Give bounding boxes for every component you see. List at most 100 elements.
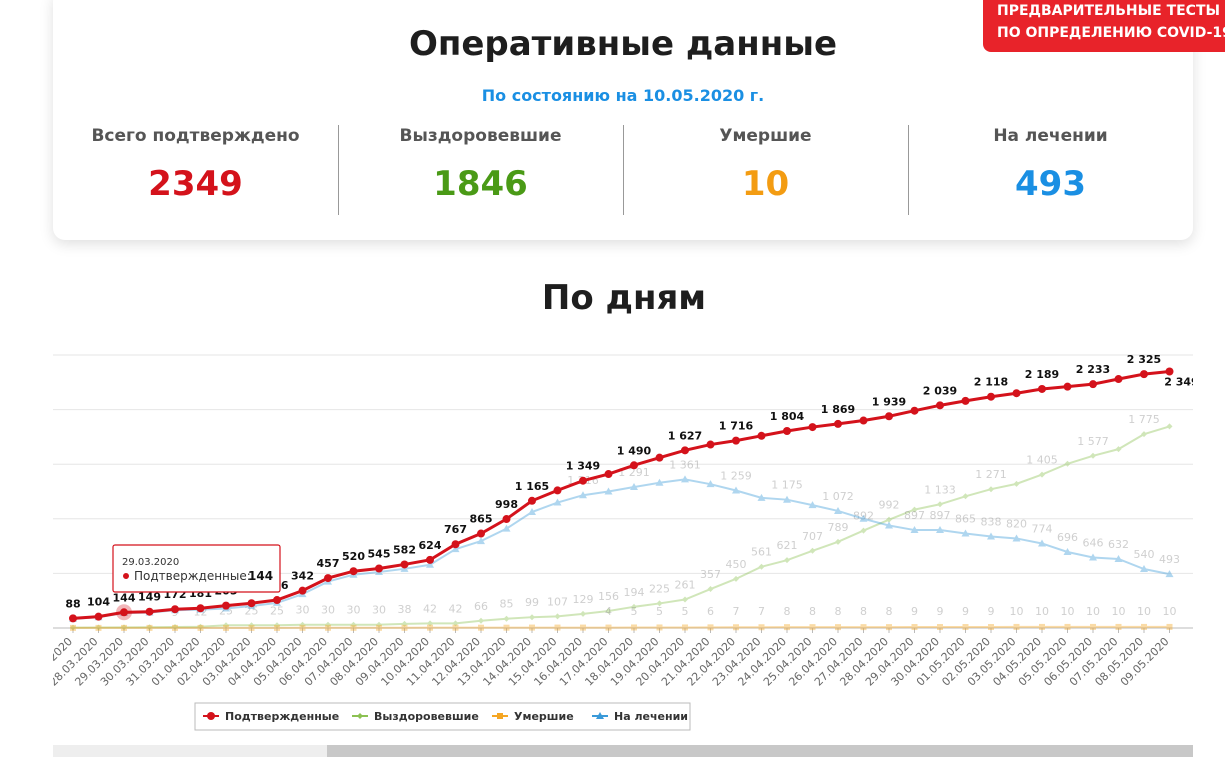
data-label: 1 490 <box>617 444 652 457</box>
point <box>630 461 638 470</box>
data-label: 42 <box>449 602 463 615</box>
tooltip-date: 29.03.2020 <box>122 557 179 568</box>
point <box>248 622 255 629</box>
data-label: 2 189 <box>1025 368 1059 381</box>
point <box>859 416 868 425</box>
point <box>1165 570 1174 578</box>
data-label: 1 804 <box>770 410 805 423</box>
stat-label: Умершие <box>719 126 812 146</box>
scroll-thumb[interactable] <box>327 745 1193 757</box>
data-label: 4 <box>605 605 612 618</box>
data-label: 992 <box>879 499 900 512</box>
point <box>580 624 586 631</box>
point <box>835 624 841 631</box>
data-label: 9 <box>937 605 944 618</box>
data-label: 156 <box>598 590 619 603</box>
point <box>937 501 943 508</box>
data-label: 892 <box>853 510 874 523</box>
stat-label: Выздоровевшие <box>399 126 562 146</box>
data-label: 9 <box>988 605 995 618</box>
data-label: 225 <box>649 582 670 595</box>
stat: Умершие 10 <box>623 126 908 204</box>
point <box>936 526 944 534</box>
point <box>553 498 562 506</box>
point <box>121 624 127 631</box>
point <box>451 545 460 553</box>
point <box>299 624 306 631</box>
point <box>223 624 229 631</box>
data-label: 42 <box>423 602 437 615</box>
point <box>681 475 689 483</box>
data-label: 8 <box>809 605 816 618</box>
point <box>529 614 535 621</box>
hover-halo <box>116 604 132 621</box>
point <box>223 622 229 629</box>
data-label: 1 259 <box>720 470 752 483</box>
point <box>197 623 204 630</box>
point <box>350 624 357 631</box>
point <box>859 514 868 522</box>
point <box>503 624 510 631</box>
legend-label: Подтвержденные <box>225 710 339 723</box>
point <box>706 480 715 488</box>
point <box>324 574 332 583</box>
point <box>426 555 434 564</box>
data-label: 1 869 <box>821 403 855 416</box>
data-label: 10 <box>1061 605 1075 618</box>
point <box>274 622 280 629</box>
point <box>656 624 663 631</box>
point <box>988 486 994 493</box>
point <box>707 624 714 631</box>
data-label: 5 <box>631 605 638 618</box>
badge-line: ПРЕДВАРИТЕЛЬНЫЕ ТЕСТЫ <box>997 3 1221 19</box>
data-label: 10 <box>1035 605 1049 618</box>
point <box>1064 623 1071 630</box>
point <box>988 624 994 631</box>
data-label: 10 <box>1112 605 1126 618</box>
data-label: 38 <box>398 603 412 616</box>
data-label: 6 <box>707 605 714 618</box>
data-label: 30 <box>372 604 386 617</box>
point <box>95 624 102 631</box>
data-label: 8 <box>886 605 893 618</box>
point <box>911 506 918 513</box>
point <box>758 563 765 570</box>
point <box>477 537 485 545</box>
data-label: 107 <box>547 595 568 608</box>
data-label: 8 <box>784 605 791 618</box>
point <box>733 624 739 631</box>
series: 9122525253030303038424266859910712915619… <box>70 413 1173 631</box>
data-label: 261 <box>675 578 696 591</box>
point <box>1166 623 1173 630</box>
point <box>733 575 739 582</box>
point <box>502 515 511 524</box>
point <box>478 617 484 624</box>
data-label: 1 627 <box>668 429 702 442</box>
data-label: 1 349 <box>566 460 600 473</box>
section-title: По дням <box>541 278 707 318</box>
point <box>70 624 76 631</box>
point <box>553 486 562 495</box>
point <box>172 624 178 631</box>
data-label: 646 <box>1083 536 1104 549</box>
badge-line: ПО ОПРЕДЕЛЕНИЮ COVID-19 <box>997 25 1225 41</box>
data-label: 1 165 <box>515 480 549 493</box>
point <box>375 564 383 573</box>
stat-label: На лечении <box>993 126 1108 146</box>
point <box>427 620 433 627</box>
data-label: 540 <box>1134 548 1155 561</box>
point <box>860 624 867 631</box>
data-label: 838 <box>981 515 1002 528</box>
point <box>596 712 604 719</box>
point <box>426 560 434 568</box>
data-label: 561 <box>751 546 772 559</box>
point <box>1114 554 1123 562</box>
point <box>1141 623 1147 630</box>
point <box>962 493 969 500</box>
point <box>222 601 230 610</box>
point <box>145 607 154 616</box>
point <box>357 713 363 719</box>
series-line <box>72 425 1170 629</box>
point <box>502 524 511 532</box>
badge[interactable]: ПРЕДВАРИТЕЛЬНЫЕ ТЕСТЫ ПО ОПРЕДЕЛЕНИЮ COVI… <box>983 0 1225 52</box>
